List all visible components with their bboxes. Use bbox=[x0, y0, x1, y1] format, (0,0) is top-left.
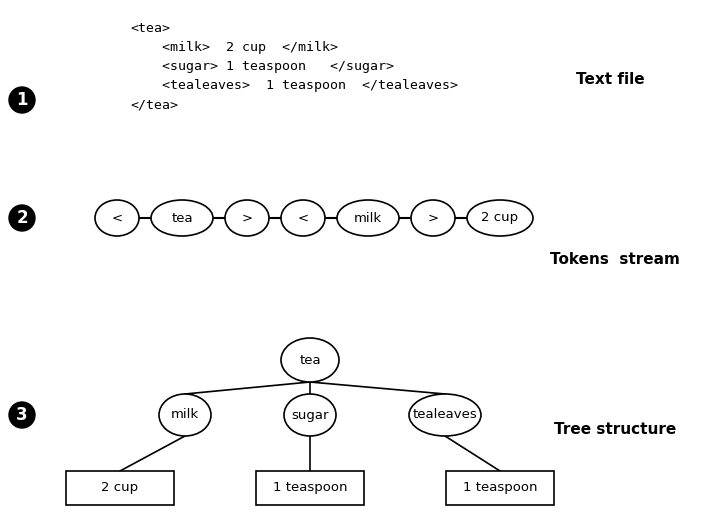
Text: <milk>  2 cup  </milk>: <milk> 2 cup </milk> bbox=[130, 41, 338, 54]
Text: </tea>: </tea> bbox=[130, 98, 178, 111]
Text: <: < bbox=[298, 212, 308, 225]
Text: <: < bbox=[112, 212, 122, 225]
Text: 2: 2 bbox=[16, 209, 28, 227]
Ellipse shape bbox=[411, 200, 455, 236]
FancyBboxPatch shape bbox=[256, 471, 364, 505]
Text: 2 cup: 2 cup bbox=[481, 212, 518, 225]
Text: tea: tea bbox=[299, 354, 321, 366]
Text: milk: milk bbox=[354, 212, 382, 225]
Text: 1 teaspoon: 1 teaspoon bbox=[463, 481, 537, 494]
Text: <tealeaves>  1 teaspoon  </tealeaves>: <tealeaves> 1 teaspoon </tealeaves> bbox=[130, 79, 458, 92]
Ellipse shape bbox=[95, 200, 139, 236]
Ellipse shape bbox=[337, 200, 399, 236]
Text: Tokens  stream: Tokens stream bbox=[550, 253, 680, 267]
Text: <sugar> 1 teaspoon   </sugar>: <sugar> 1 teaspoon </sugar> bbox=[130, 60, 394, 73]
Text: 3: 3 bbox=[16, 406, 28, 424]
Ellipse shape bbox=[281, 338, 339, 382]
Ellipse shape bbox=[281, 200, 325, 236]
Text: >: > bbox=[241, 212, 252, 225]
Text: milk: milk bbox=[171, 408, 199, 421]
Circle shape bbox=[9, 402, 35, 428]
Ellipse shape bbox=[284, 394, 336, 436]
Text: <tea>: <tea> bbox=[130, 22, 170, 35]
Text: 2 cup: 2 cup bbox=[101, 481, 139, 494]
FancyBboxPatch shape bbox=[446, 471, 554, 505]
Ellipse shape bbox=[467, 200, 533, 236]
Circle shape bbox=[9, 205, 35, 231]
Text: Text file: Text file bbox=[575, 72, 644, 88]
Text: tea: tea bbox=[171, 212, 193, 225]
Text: 1 teaspoon: 1 teaspoon bbox=[273, 481, 347, 494]
Text: Tree structure: Tree structure bbox=[554, 423, 676, 438]
Ellipse shape bbox=[159, 394, 211, 436]
Text: >: > bbox=[428, 212, 438, 225]
Text: 1: 1 bbox=[16, 91, 28, 109]
FancyBboxPatch shape bbox=[66, 471, 174, 505]
Ellipse shape bbox=[151, 200, 213, 236]
Ellipse shape bbox=[409, 394, 481, 436]
Ellipse shape bbox=[225, 200, 269, 236]
Text: sugar: sugar bbox=[291, 408, 329, 421]
Circle shape bbox=[9, 87, 35, 113]
Text: tealeaves: tealeaves bbox=[413, 408, 477, 421]
